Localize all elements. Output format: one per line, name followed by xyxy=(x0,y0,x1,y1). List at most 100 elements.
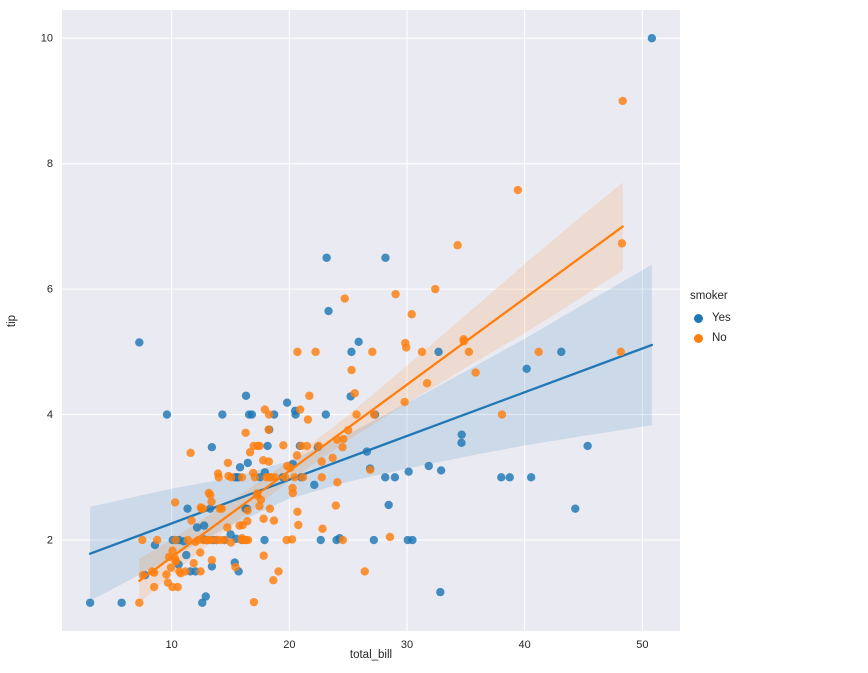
point-no xyxy=(292,451,302,460)
x-tick-label: 10 xyxy=(166,639,178,651)
point-no xyxy=(243,506,252,515)
point-no xyxy=(264,425,273,434)
point-yes xyxy=(647,34,657,43)
legend-label-yes: Yes xyxy=(712,312,731,324)
point-yes xyxy=(436,587,445,597)
point-no xyxy=(264,457,274,466)
point-no xyxy=(407,310,416,319)
legend-title: smoker xyxy=(690,290,728,302)
point-yes xyxy=(526,473,536,482)
point-no xyxy=(262,473,271,482)
point-yes xyxy=(557,347,566,357)
point-no xyxy=(497,410,507,419)
point-no xyxy=(204,535,213,545)
point-yes xyxy=(436,466,446,475)
point-no xyxy=(368,347,377,357)
y-tick-label: 4 xyxy=(47,409,53,421)
point-no xyxy=(294,520,303,530)
point-no xyxy=(302,441,312,451)
point-no xyxy=(189,559,198,568)
point-no xyxy=(369,410,379,419)
point-yes xyxy=(522,364,531,373)
point-no xyxy=(231,562,240,572)
y-tick-label: 8 xyxy=(47,158,53,170)
point-yes xyxy=(85,598,95,607)
point-yes xyxy=(241,391,251,400)
point-no xyxy=(293,347,302,357)
point-no xyxy=(168,582,177,592)
point-no xyxy=(168,546,177,555)
point-yes xyxy=(381,253,390,262)
point-no xyxy=(259,551,268,560)
point-no xyxy=(186,448,195,458)
point-no xyxy=(183,535,193,545)
point-yes xyxy=(260,535,269,545)
point-no xyxy=(391,289,400,299)
legend-marker-no-icon xyxy=(694,333,703,343)
point-no xyxy=(176,569,185,578)
point-yes xyxy=(244,410,254,419)
point-yes xyxy=(497,473,506,482)
point-no xyxy=(616,347,626,357)
point-yes xyxy=(571,504,580,513)
point-no xyxy=(360,567,369,576)
point-yes xyxy=(424,461,433,471)
point-no xyxy=(214,473,223,482)
y-tick-label: 10 xyxy=(41,33,53,45)
point-no xyxy=(206,490,215,500)
point-no xyxy=(274,567,283,576)
point-no xyxy=(331,501,341,510)
point-no xyxy=(259,514,268,523)
point-yes xyxy=(354,337,363,347)
point-yes xyxy=(207,443,217,452)
point-no xyxy=(464,347,474,357)
point-no xyxy=(196,567,205,576)
point-no xyxy=(265,504,275,513)
point-no xyxy=(317,473,327,482)
point-yes xyxy=(505,473,514,482)
plot-area xyxy=(62,10,680,631)
point-no xyxy=(338,443,347,452)
point-yes xyxy=(218,410,227,419)
legend-marker-yes-icon xyxy=(694,313,703,323)
point-yes xyxy=(381,473,390,482)
ci-band-yes xyxy=(90,264,652,601)
point-no xyxy=(618,96,627,106)
x-tick-label: 30 xyxy=(401,639,413,651)
point-no xyxy=(149,582,159,592)
point-no xyxy=(417,347,427,357)
point-no xyxy=(243,517,252,526)
point-no xyxy=(198,504,208,513)
point-no xyxy=(422,379,432,388)
point-yes xyxy=(207,562,217,571)
point-no xyxy=(162,570,171,579)
point-no xyxy=(223,523,232,532)
point-no xyxy=(513,185,523,195)
point-no xyxy=(347,365,356,375)
legend-entry-yes: Yes xyxy=(694,312,731,324)
point-no xyxy=(269,575,278,585)
x-tick-label: 40 xyxy=(519,639,531,651)
point-no xyxy=(534,347,543,357)
point-no xyxy=(170,498,180,507)
point-no xyxy=(138,535,147,545)
point-no xyxy=(215,504,224,513)
regression-line-no xyxy=(138,225,624,582)
point-yes xyxy=(583,441,592,451)
point-no xyxy=(401,338,410,348)
point-yes xyxy=(457,430,466,439)
point-no xyxy=(164,552,174,562)
point-no xyxy=(293,507,302,517)
point-no xyxy=(366,465,375,474)
point-no xyxy=(207,497,216,506)
point-no xyxy=(295,405,305,414)
point-yes xyxy=(263,441,272,451)
y-tick-label: 6 xyxy=(47,284,53,296)
point-no xyxy=(279,441,288,450)
point-no xyxy=(400,397,409,407)
point-no xyxy=(196,548,205,557)
point-no xyxy=(317,457,326,466)
point-no xyxy=(171,535,180,545)
